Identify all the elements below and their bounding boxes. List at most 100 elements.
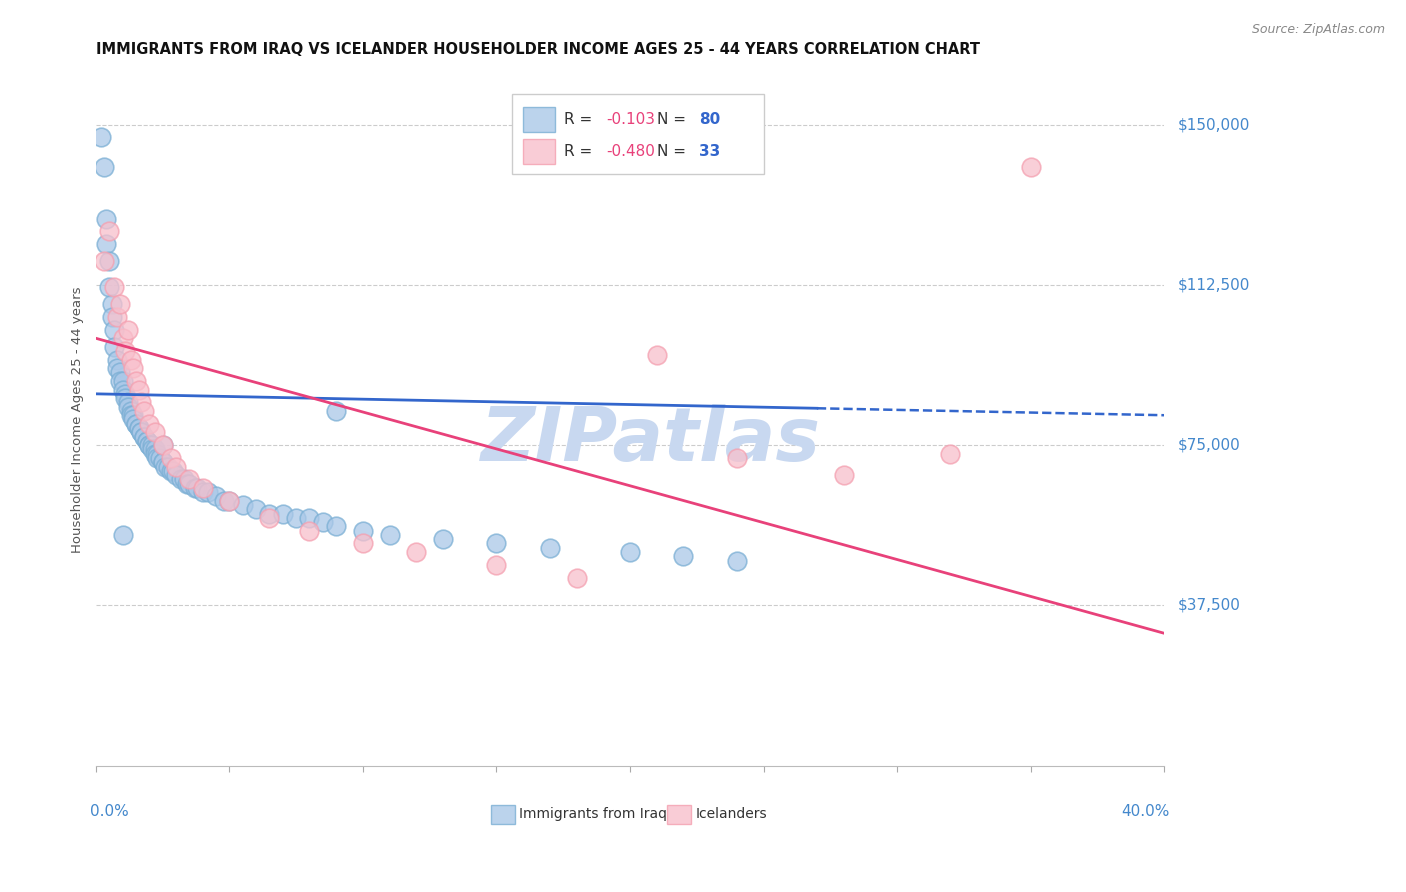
Point	[129, 425, 152, 440]
Point	[120, 352, 142, 367]
Point	[143, 442, 166, 457]
Point	[103, 323, 125, 337]
Point	[152, 438, 174, 452]
Point	[120, 408, 142, 422]
Point	[105, 310, 128, 324]
Point	[111, 331, 134, 345]
Point	[485, 558, 508, 572]
Point	[619, 545, 641, 559]
Point	[432, 532, 454, 546]
Point	[485, 536, 508, 550]
Point	[191, 481, 214, 495]
Point	[143, 425, 166, 440]
Point	[122, 412, 145, 426]
Text: 0.0%: 0.0%	[90, 804, 129, 819]
Point	[298, 511, 321, 525]
Point	[111, 383, 134, 397]
Point	[146, 450, 169, 465]
Text: Icelanders: Icelanders	[695, 807, 766, 822]
Point	[179, 476, 201, 491]
Point	[152, 438, 174, 452]
Point	[98, 254, 121, 268]
Point	[125, 417, 148, 431]
Point	[191, 485, 214, 500]
Point	[159, 450, 181, 465]
Point	[405, 545, 427, 559]
Point	[108, 374, 131, 388]
Text: $112,500: $112,500	[1178, 277, 1250, 293]
Bar	[491, 805, 515, 824]
Point	[108, 366, 131, 380]
Text: N =: N =	[657, 144, 690, 159]
Point	[132, 429, 155, 443]
Text: $150,000: $150,000	[1178, 117, 1250, 132]
Point	[141, 442, 163, 457]
Text: IMMIGRANTS FROM IRAQ VS ICELANDER HOUSEHOLDER INCOME AGES 25 - 44 YEARS CORRELAT: IMMIGRANTS FROM IRAQ VS ICELANDER HOUSEH…	[96, 42, 980, 57]
Point	[245, 502, 267, 516]
Point	[165, 468, 187, 483]
Point	[205, 490, 228, 504]
Bar	[668, 805, 690, 824]
Point	[162, 464, 184, 478]
Text: Source: ZipAtlas.com: Source: ZipAtlas.com	[1251, 23, 1385, 37]
Bar	[523, 107, 555, 132]
Text: ZIPatlas: ZIPatlas	[481, 404, 821, 476]
Text: -0.480: -0.480	[606, 144, 655, 159]
Point	[173, 472, 195, 486]
Bar	[523, 139, 555, 164]
Text: 33: 33	[699, 144, 721, 159]
Point	[120, 404, 142, 418]
Point	[218, 493, 240, 508]
Point	[96, 237, 118, 252]
Point	[325, 404, 347, 418]
Point	[122, 361, 145, 376]
Point	[565, 571, 588, 585]
Point	[152, 455, 174, 469]
Text: -0.103: -0.103	[606, 112, 655, 127]
FancyBboxPatch shape	[512, 94, 763, 174]
Point	[183, 481, 205, 495]
Point	[90, 130, 112, 145]
Text: $75,000: $75,000	[1178, 438, 1240, 452]
Point	[117, 395, 139, 409]
Point	[170, 472, 193, 486]
Text: 80: 80	[699, 112, 721, 127]
Point	[186, 481, 208, 495]
Point	[125, 374, 148, 388]
Point	[143, 447, 166, 461]
Point	[138, 438, 160, 452]
Point	[128, 421, 150, 435]
Text: N =: N =	[657, 112, 690, 127]
Point	[129, 425, 152, 440]
Point	[159, 464, 181, 478]
Point	[149, 450, 172, 465]
Point	[645, 348, 668, 362]
Point	[672, 549, 695, 564]
Point	[378, 528, 401, 542]
Point	[103, 280, 125, 294]
Point	[114, 391, 136, 405]
Point	[725, 553, 748, 567]
Point	[312, 515, 335, 529]
Point	[105, 361, 128, 376]
Point	[212, 493, 235, 508]
Text: 40.0%: 40.0%	[1121, 804, 1170, 819]
Point	[125, 417, 148, 431]
Point	[128, 421, 150, 435]
Point	[259, 507, 281, 521]
Point	[138, 417, 160, 431]
Point	[325, 519, 347, 533]
Point	[176, 476, 198, 491]
Point	[271, 507, 294, 521]
Text: $37,500: $37,500	[1178, 598, 1241, 613]
Point	[114, 387, 136, 401]
Point	[138, 438, 160, 452]
Point	[259, 511, 281, 525]
Text: R =: R =	[564, 112, 598, 127]
Text: Immigrants from Iraq: Immigrants from Iraq	[519, 807, 666, 822]
Point	[155, 459, 177, 474]
Point	[132, 429, 155, 443]
Point	[832, 468, 855, 483]
Point	[141, 438, 163, 452]
Point	[352, 524, 374, 538]
